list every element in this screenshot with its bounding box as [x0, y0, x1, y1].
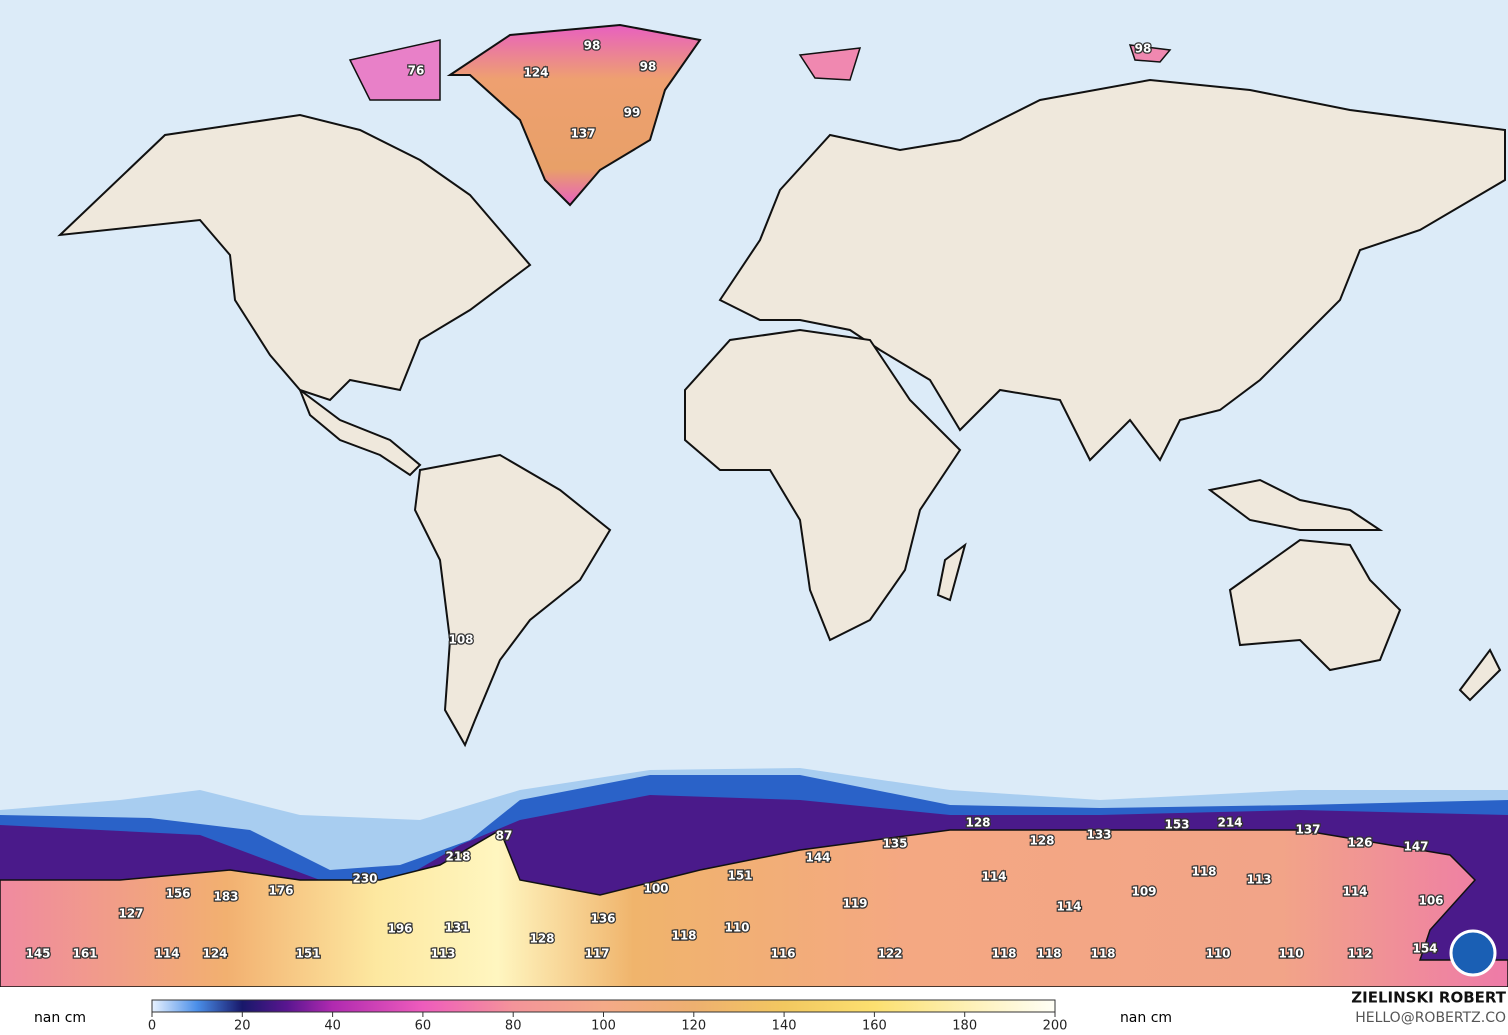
snow-depth-label: 98 — [1135, 42, 1152, 56]
north-america — [57, 113, 532, 402]
snow-depth-label: 118 — [1036, 947, 1061, 961]
snow-depth-label: 135 — [882, 837, 907, 851]
snow-depth-label: 154 — [1412, 942, 1437, 956]
snow-depth-label: 176 — [268, 884, 293, 898]
snow-depth-label: 100 — [643, 882, 668, 896]
snow-depth-label: 110 — [1205, 947, 1230, 961]
snow-depth-label: 230 — [352, 872, 377, 886]
snow-depth-label: 156 — [165, 887, 190, 901]
colorbar-tick-label: 200 — [1043, 1019, 1068, 1034]
snow-depth-label: 137 — [570, 127, 595, 141]
snow-depth-label: 131 — [444, 921, 469, 935]
colorbar-tick-label: 40 — [324, 1019, 341, 1034]
snow-depth-label: 196 — [387, 922, 412, 936]
snow-depth-label: 218 — [445, 850, 470, 864]
snow-depth-label: 109 — [1131, 885, 1156, 899]
snow-depth-label: 122 — [877, 947, 902, 961]
snow-depth-label: 147 — [1403, 840, 1428, 854]
credit-contact: HELLO@ROBERTZ.CO — [1355, 1010, 1506, 1026]
snow-depth-label: 128 — [1029, 834, 1054, 848]
snow-depth-label: 183 — [213, 890, 238, 904]
snow-depth-label: 137 — [1295, 823, 1320, 837]
colorbar — [151, 999, 1056, 1013]
credit-name: ZIELINSKI ROBERT — [1351, 989, 1506, 1007]
snow-depth-label: 114 — [154, 947, 179, 961]
colorbar-tick-label: 140 — [772, 1019, 797, 1034]
snow-depth-label: 136 — [590, 912, 615, 926]
snow-depth-label: 76 — [408, 64, 425, 78]
snow-depth-label: 118 — [671, 929, 696, 943]
snow-depth-label: 114 — [1342, 885, 1367, 899]
snow-depth-label: 128 — [965, 816, 990, 830]
madagascar — [936, 542, 967, 602]
snow-depth-label: 144 — [805, 851, 830, 865]
australia — [1228, 538, 1402, 672]
snow-depth-label: 112 — [1347, 947, 1372, 961]
colorbar-tick-label: 60 — [415, 1019, 432, 1034]
snow-depth-label: 87 — [496, 829, 513, 843]
snow-depth-label: 108 — [448, 633, 473, 647]
new-zealand — [1458, 648, 1502, 702]
colorbar-tick-label: 100 — [591, 1019, 616, 1034]
arctic-islands — [348, 39, 441, 101]
south-america — [413, 453, 612, 748]
snow-depth-label: 117 — [584, 947, 609, 961]
snow-depth-label: 113 — [430, 947, 455, 961]
snow-depth-label: 153 — [1164, 818, 1189, 832]
snow-depth-label: 99 — [624, 106, 641, 120]
snow-depth-label: 214 — [1217, 816, 1242, 830]
central-america — [297, 387, 422, 477]
snow-depth-label: 124 — [523, 66, 548, 80]
snow-depth-label: 145 — [25, 947, 50, 961]
snow-depth-label: 151 — [295, 947, 320, 961]
snow-depth-label: 124 — [202, 947, 227, 961]
colorbar-tick-label: 0 — [148, 1019, 156, 1034]
snow-depth-label: 118 — [991, 947, 1016, 961]
colorbar-tick-label: 180 — [952, 1019, 977, 1034]
noaa-logo — [1449, 929, 1497, 977]
colorbar-tick-label: 20 — [234, 1019, 251, 1034]
colorbar-tick-label: 160 — [862, 1019, 887, 1034]
snow-depth-label: 151 — [727, 869, 752, 883]
snow-depth-label: 113 — [1246, 873, 1271, 887]
eurasia — [718, 78, 1506, 462]
colorbar-tick-label: 120 — [681, 1019, 706, 1034]
snow-depth-label: 119 — [842, 897, 867, 911]
snow-depth-label: 106 — [1418, 894, 1443, 908]
unit-label: nan cm — [1120, 1010, 1172, 1026]
snow-depth-label: 128 — [529, 932, 554, 946]
franz-josef-land — [1128, 44, 1172, 63]
svalbard — [798, 47, 862, 81]
snow-depth-label: 116 — [770, 947, 795, 961]
snow-depth-label: 118 — [1191, 865, 1216, 879]
greenland — [446, 23, 702, 207]
snow-depth-label: 98 — [640, 60, 657, 74]
snow-depth-label: 133 — [1086, 828, 1111, 842]
snow-depth-label: 127 — [118, 907, 143, 921]
snow-depth-label: 110 — [724, 921, 749, 935]
snow-depth-label: 114 — [981, 870, 1006, 884]
snow-depth-label: 114 — [1056, 900, 1081, 914]
snow-depth-label: 110 — [1278, 947, 1303, 961]
snow-depth-label: 161 — [72, 947, 97, 961]
colorbar-tick-label: 80 — [505, 1019, 522, 1034]
snow-depth-label: 98 — [584, 39, 601, 53]
snow-depth-label: 126 — [1347, 836, 1372, 850]
snow-depth-label: 118 — [1090, 947, 1115, 961]
indonesia — [1207, 478, 1384, 531]
africa — [684, 328, 962, 642]
unit-label: nan cm — [34, 1010, 86, 1026]
